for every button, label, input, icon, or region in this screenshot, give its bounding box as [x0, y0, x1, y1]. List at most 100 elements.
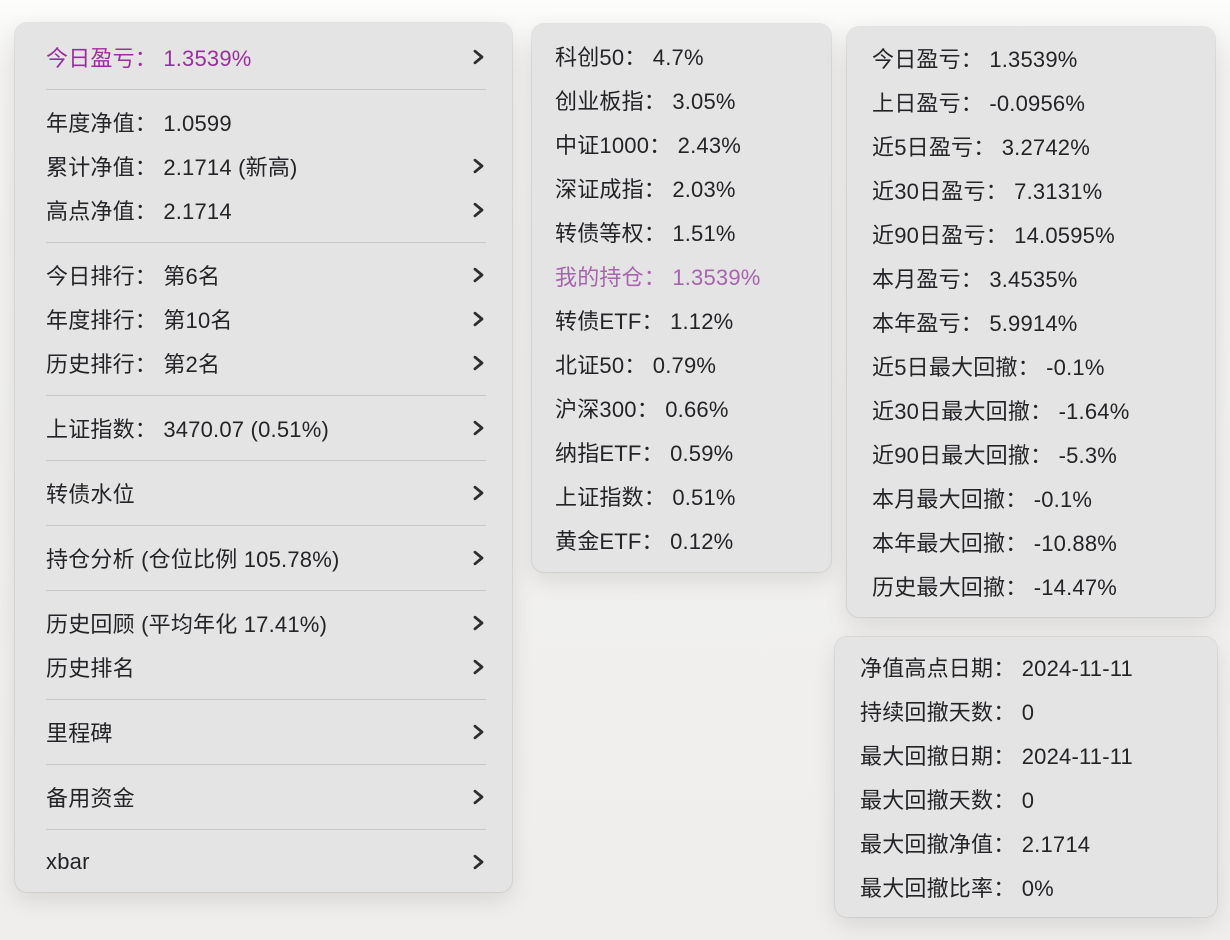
menu-item-xbar[interactable]: xbar: [15, 840, 512, 884]
menu-item-label: 最大回撤比率： 0%: [860, 876, 1054, 901]
drawdown-item-ongoing-drawdown-days[interactable]: 持续回撤天数： 0: [835, 689, 1217, 733]
drawdown-item-nav-peak-date[interactable]: 净值高点日期： 2024-11-11: [835, 645, 1217, 689]
chevron-right-icon: [473, 267, 484, 283]
pnl-item-month-pnl[interactable]: 本月盈亏： 3.4535%: [847, 256, 1215, 300]
pnl-item-year-pnl[interactable]: 本年盈亏： 5.9914%: [847, 300, 1215, 344]
pnl-item-last30d-pnl[interactable]: 近30日盈亏： 7.3131%: [847, 168, 1215, 212]
menu-item-history-review[interactable]: 历史回顾 (平均年化 17.41%): [15, 601, 512, 645]
menu-item-label: 纳指ETF： 0.59%: [555, 441, 734, 466]
menu-item-convertible-bond-level[interactable]: 转债水位: [15, 471, 512, 515]
pnl-stats-panel: 今日盈亏： 1.3539% 上日盈亏： -0.0956% 近5日盈亏： 3.27…: [847, 27, 1215, 617]
menu-item-label: 本月盈亏： 3.4535%: [872, 267, 1078, 292]
menu-item-label: 历史排行： 第2名: [46, 352, 221, 377]
pnl-item-last5d-pnl[interactable]: 近5日盈亏： 3.2742%: [847, 124, 1215, 168]
pnl-item-history-max-drawdown[interactable]: 历史最大回撤： -14.47%: [847, 564, 1215, 608]
menu-item-label: 创业板指： 3.05%: [555, 89, 736, 114]
menu-item-label: 历史排名: [46, 656, 135, 681]
chevron-right-icon: [473, 355, 484, 371]
index-item-csi1000[interactable]: 中证1000： 2.43%: [532, 122, 831, 166]
menu-item-label: 黄金ETF： 0.12%: [555, 529, 734, 554]
index-item-gold-etf[interactable]: 黄金ETF： 0.12%: [532, 518, 831, 562]
chevron-right-icon: [473, 158, 484, 174]
menu-item-label: 科创50： 4.7%: [555, 45, 704, 70]
menu-item-label: 净值高点日期： 2024-11-11: [860, 656, 1133, 681]
menu-item-label: xbar: [46, 849, 90, 874]
menu-item-label: 沪深300： 0.66%: [555, 397, 729, 422]
menu-item-label: 累计净值： 2.1714 (新高): [46, 155, 298, 180]
menu-item-label: 今日盈亏： 1.3539%: [872, 47, 1078, 72]
menu-item-label: 最大回撤天数： 0: [860, 788, 1035, 813]
menu-item-label: 年度排行： 第10名: [46, 308, 233, 333]
menu-item-label: 近5日最大回撤： -0.1%: [872, 355, 1105, 380]
menu-divider: [46, 525, 486, 526]
pnl-item-last30d-max-drawdown[interactable]: 近30日最大回撤： -1.64%: [847, 388, 1215, 432]
index-item-bse50[interactable]: 北证50： 0.79%: [532, 342, 831, 386]
menu-item-today-pnl[interactable]: 今日盈亏： 1.3539%: [15, 35, 512, 79]
menu-item-label: 近5日盈亏： 3.2742%: [872, 135, 1090, 160]
pnl-item-last90d-pnl[interactable]: 近90日盈亏： 14.0595%: [847, 212, 1215, 256]
menu-item-label: 持续回撤天数： 0: [860, 700, 1035, 725]
menu-item-label: 本年盈亏： 5.9914%: [872, 311, 1078, 336]
menu-item-label: 最大回撤日期： 2024-11-11: [860, 744, 1133, 769]
main-menu-panel: 今日盈亏： 1.3539% 年度净值： 1.0599 累计净值： 2.1714 …: [15, 23, 512, 892]
menu-item-history-ranking[interactable]: 历史排名: [15, 645, 512, 689]
index-item-csi300[interactable]: 沪深300： 0.66%: [532, 386, 831, 430]
menu-item-today-rank[interactable]: 今日排行： 第6名: [15, 253, 512, 297]
menu-item-reserve-funds[interactable]: 备用资金: [15, 775, 512, 819]
chevron-right-icon: [473, 659, 484, 675]
menu-item-label: 我的持仓： 1.3539%: [555, 265, 761, 290]
menu-item-position-analysis[interactable]: 持仓分析 (仓位比例 105.78%): [15, 536, 512, 580]
chevron-right-icon: [473, 615, 484, 631]
menu-item-label: 北证50： 0.79%: [555, 353, 717, 378]
menu-item-label: 转债水位: [46, 482, 135, 507]
menu-item-label: 年度净值： 1.0599: [46, 111, 232, 136]
menu-item-label: 近30日盈亏： 7.3131%: [872, 179, 1103, 204]
drawdown-item-max-drawdown-nav[interactable]: 最大回撤净值： 2.1714: [835, 821, 1217, 865]
drawdown-item-max-drawdown-ratio[interactable]: 最大回撤比率： 0%: [835, 865, 1217, 909]
index-item-my-position[interactable]: 我的持仓： 1.3539%: [532, 254, 831, 298]
menu-divider: [46, 764, 486, 765]
index-item-nasdaq-etf[interactable]: 纳指ETF： 0.59%: [532, 430, 831, 474]
pnl-item-month-max-drawdown[interactable]: 本月最大回撤： -0.1%: [847, 476, 1215, 520]
menu-item-label: 里程碑: [46, 721, 113, 746]
drawdown-item-max-drawdown-date[interactable]: 最大回撤日期： 2024-11-11: [835, 733, 1217, 777]
pnl-item-today-pnl[interactable]: 今日盈亏： 1.3539%: [847, 36, 1215, 80]
menu-item-label: 本年最大回撤： -10.88%: [872, 531, 1118, 556]
menu-item-label: 转债ETF： 1.12%: [555, 309, 734, 334]
chevron-right-icon: [473, 550, 484, 566]
menu-item-peak-nav[interactable]: 高点净值： 2.1714: [15, 188, 512, 232]
drawdown-info-panel: 净值高点日期： 2024-11-11 持续回撤天数： 0 最大回撤日期： 202…: [835, 637, 1217, 917]
drawdown-item-max-drawdown-days[interactable]: 最大回撤天数： 0: [835, 777, 1217, 821]
menu-divider: [46, 590, 486, 591]
menu-item-label: 近30日最大回撤： -1.64%: [872, 399, 1130, 424]
index-item-szse-component[interactable]: 深证成指： 2.03%: [532, 166, 831, 210]
chevron-right-icon: [473, 485, 484, 501]
menu-item-label: 近90日最大回撤： -5.3%: [872, 443, 1118, 468]
menu-item-shanghai-index[interactable]: 上证指数： 3470.07 (0.51%): [15, 406, 512, 450]
menu-item-label: 历史最大回撤： -14.47%: [872, 575, 1118, 600]
menu-item-annual-rank[interactable]: 年度排行： 第10名: [15, 297, 512, 341]
index-item-star50[interactable]: 科创50： 4.7%: [532, 34, 831, 78]
chevron-right-icon: [473, 724, 484, 740]
menu-item-annual-nav[interactable]: 年度净值： 1.0599: [15, 100, 512, 144]
index-item-shanghai-index[interactable]: 上证指数： 0.51%: [532, 474, 831, 518]
menu-item-label: 上证指数： 0.51%: [555, 485, 736, 510]
menu-item-history-rank[interactable]: 历史排行： 第2名: [15, 341, 512, 385]
index-item-convertible-etf[interactable]: 转债ETF： 1.12%: [532, 298, 831, 342]
menu-item-label: 持仓分析 (仓位比例 105.78%): [46, 547, 340, 572]
menu-item-label: 深证成指： 2.03%: [555, 177, 736, 202]
chevron-right-icon: [473, 202, 484, 218]
pnl-item-last90d-max-drawdown[interactable]: 近90日最大回撤： -5.3%: [847, 432, 1215, 476]
menu-divider: [46, 395, 486, 396]
menu-item-milestone[interactable]: 里程碑: [15, 710, 512, 754]
pnl-item-year-max-drawdown[interactable]: 本年最大回撤： -10.88%: [847, 520, 1215, 564]
pnl-item-last5d-max-drawdown[interactable]: 近5日最大回撤： -0.1%: [847, 344, 1215, 388]
index-item-chinext-index[interactable]: 创业板指： 3.05%: [532, 78, 831, 122]
menu-item-label: 历史回顾 (平均年化 17.41%): [46, 612, 328, 637]
menu-item-label: 转债等权： 1.51%: [555, 221, 736, 246]
menu-item-cumulative-nav[interactable]: 累计净值： 2.1714 (新高): [15, 144, 512, 188]
menu-item-label: 最大回撤净值： 2.1714: [860, 832, 1091, 857]
index-item-convertible-equal-weight[interactable]: 转债等权： 1.51%: [532, 210, 831, 254]
pnl-item-prev-day-pnl[interactable]: 上日盈亏： -0.0956%: [847, 80, 1215, 124]
